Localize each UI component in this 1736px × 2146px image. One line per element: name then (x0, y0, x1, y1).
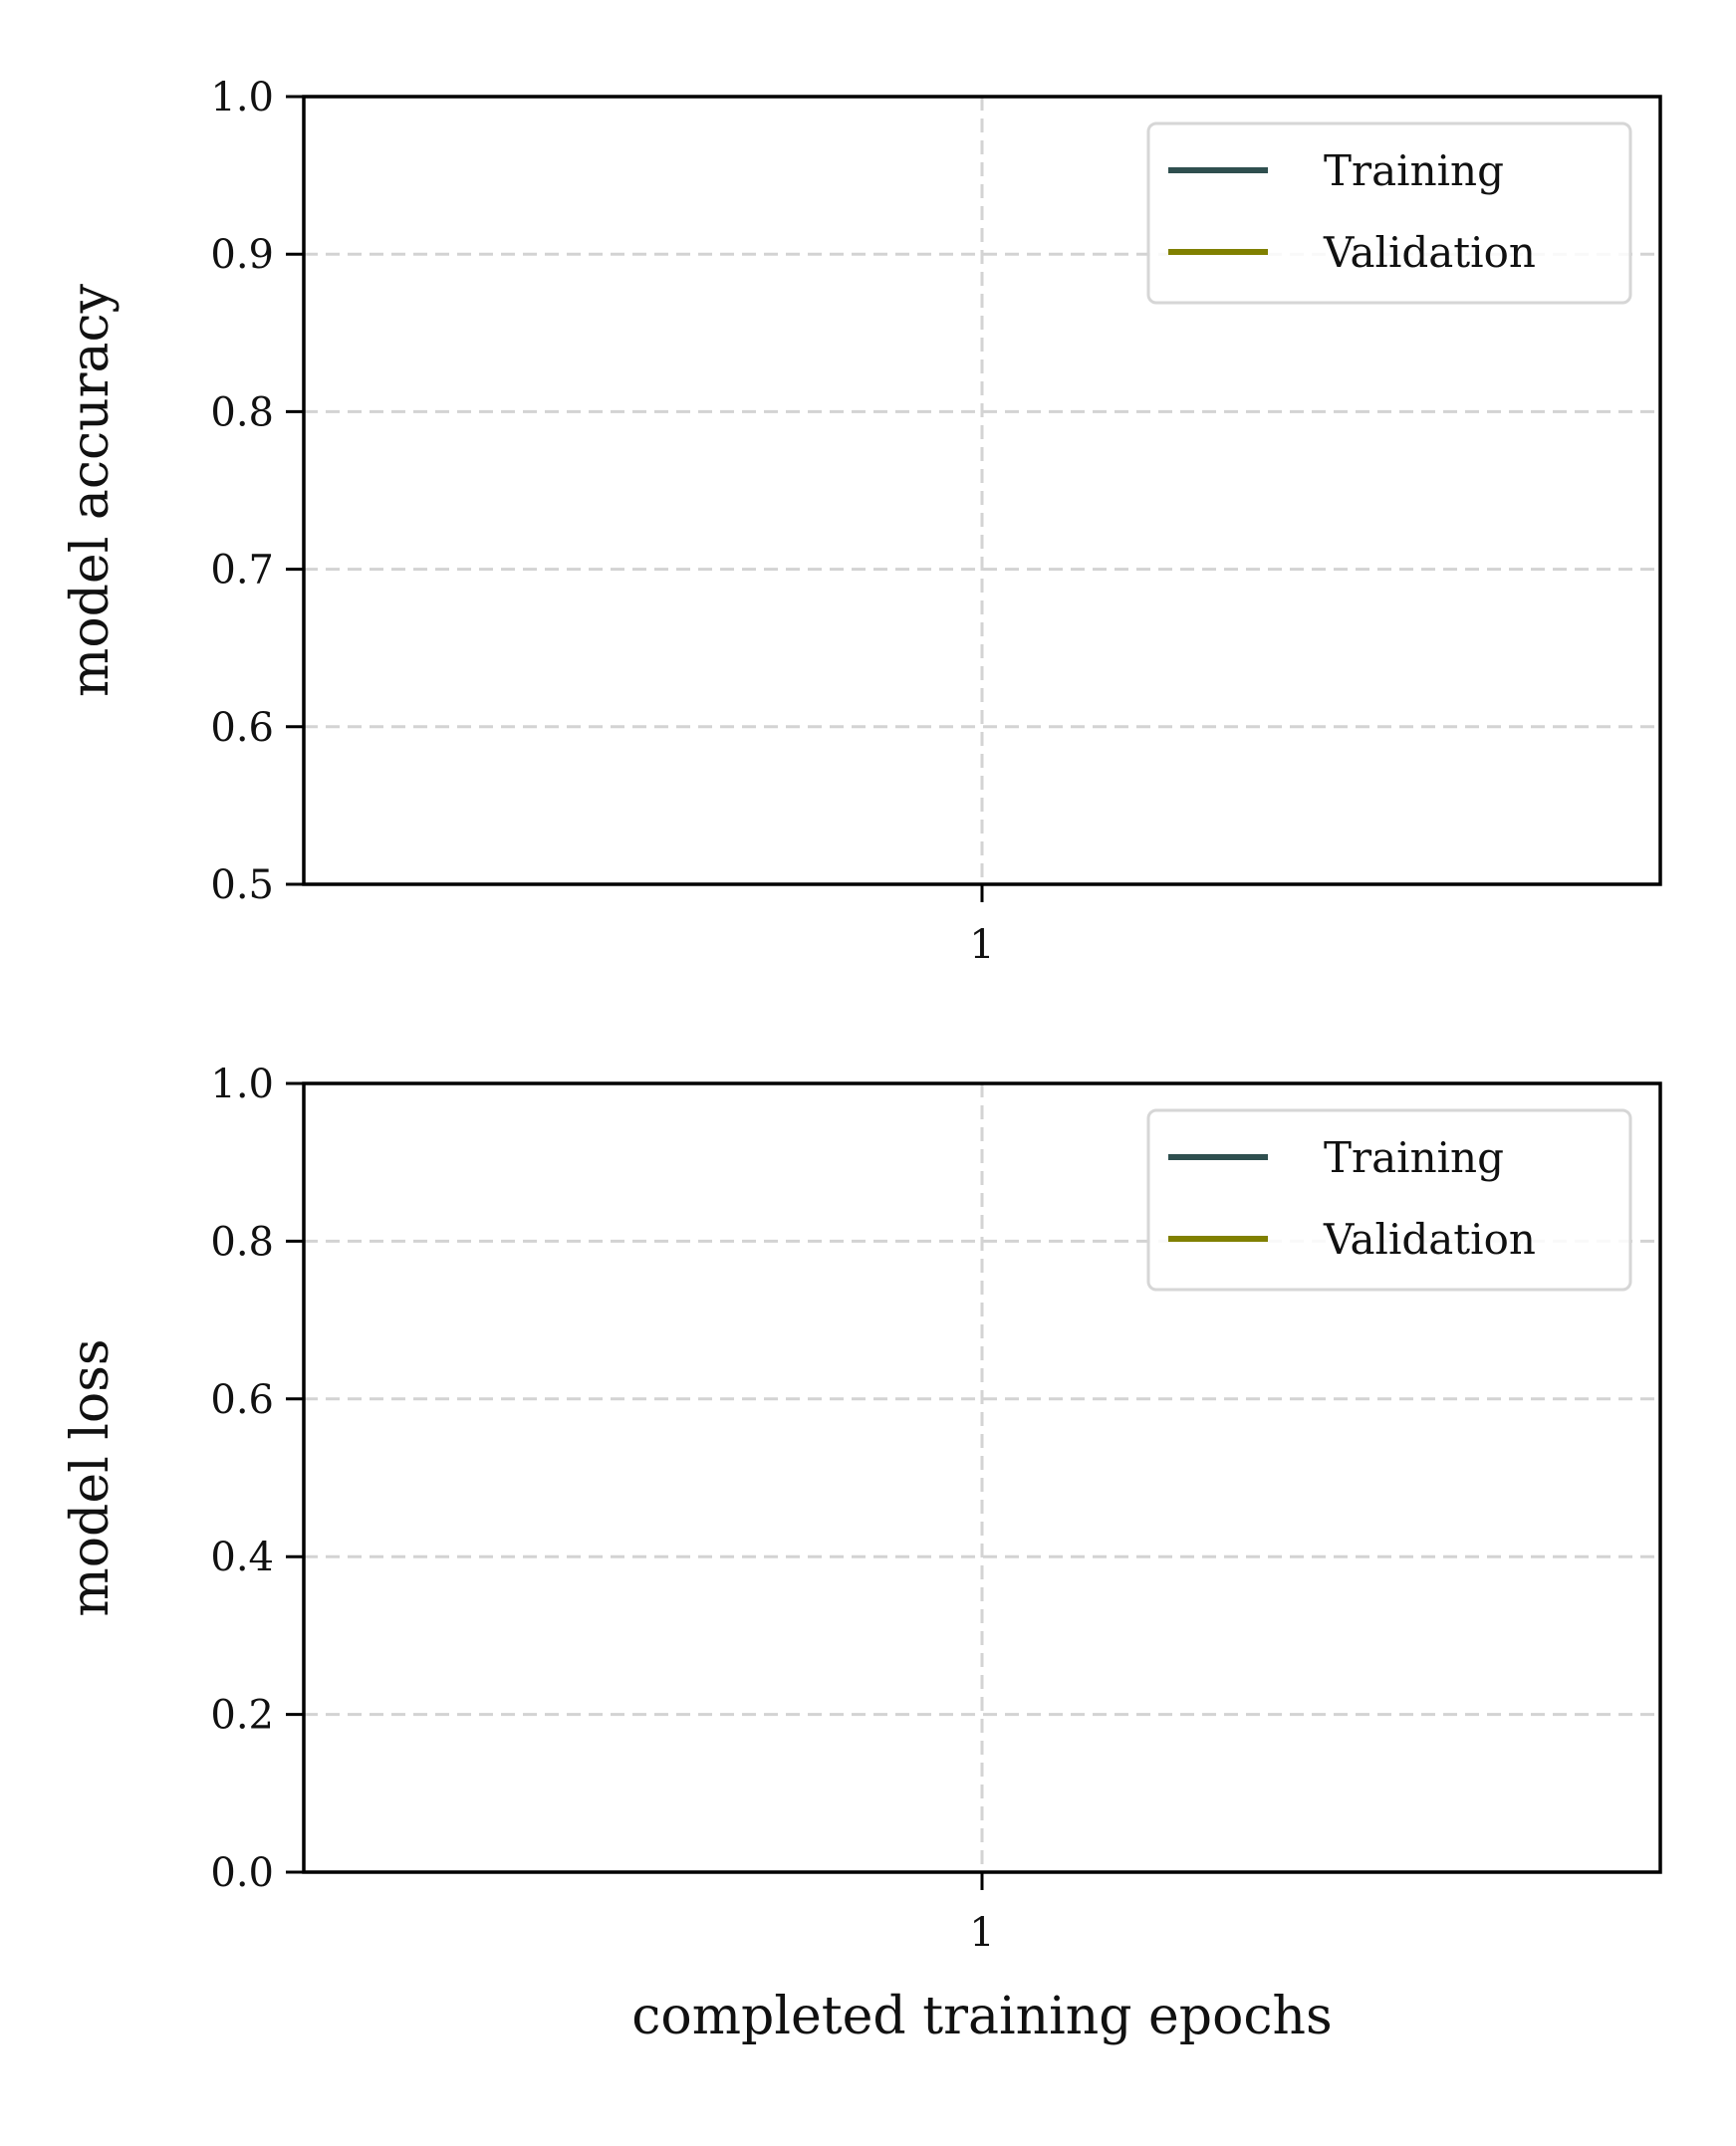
x-tick-label: 1 (969, 1910, 994, 1956)
y-tick-label: 0.4 (210, 1535, 274, 1580)
y-tick-label: 0.6 (210, 705, 274, 751)
y-tick-label: 0.6 (210, 1377, 274, 1423)
plot-frame (302, 1081, 1662, 1874)
chart-panel-2: 0.0 0.2 0.4 0.6 0.8 1.0 1 model loss completed t… (61, 1062, 1662, 2046)
chart-panel-1: 0.5 0.6 0.7 0.8 0.9 1.0 1 model accuracy Trainin… (61, 75, 1662, 968)
y-axis-label: model accuracy (61, 283, 121, 697)
legend-label-training: Training (1324, 146, 1504, 195)
y-tick-label: 0.2 (210, 1693, 274, 1739)
y-tick-label: 1.0 (210, 75, 274, 120)
y-tick-label: 0.8 (210, 1219, 274, 1265)
legend-box (1146, 1108, 1632, 1292)
plot-frame (302, 95, 1662, 886)
y-tick-label: 1.0 (210, 1062, 274, 1107)
legend: Training Validation (1146, 121, 1632, 305)
y-tick-label: 0.9 (210, 232, 274, 278)
legend-label-training: Training (1324, 1133, 1504, 1182)
y-axis-label: model loss (61, 1338, 121, 1616)
y-tick-label: 0.7 (210, 548, 274, 594)
x-tick-label: 1 (969, 922, 994, 968)
y-tick-label: 0.5 (210, 862, 274, 908)
y-tick-label: 0.8 (210, 389, 274, 435)
legend-box (1146, 121, 1632, 305)
legend-label-validation: Validation (1323, 228, 1536, 277)
y-tick-label: 0.0 (210, 1850, 274, 1896)
legend-label-validation: Validation (1323, 1215, 1536, 1264)
legend: Training Validation (1146, 1108, 1632, 1292)
x-axis-label: completed training epochs (631, 1987, 1332, 2046)
